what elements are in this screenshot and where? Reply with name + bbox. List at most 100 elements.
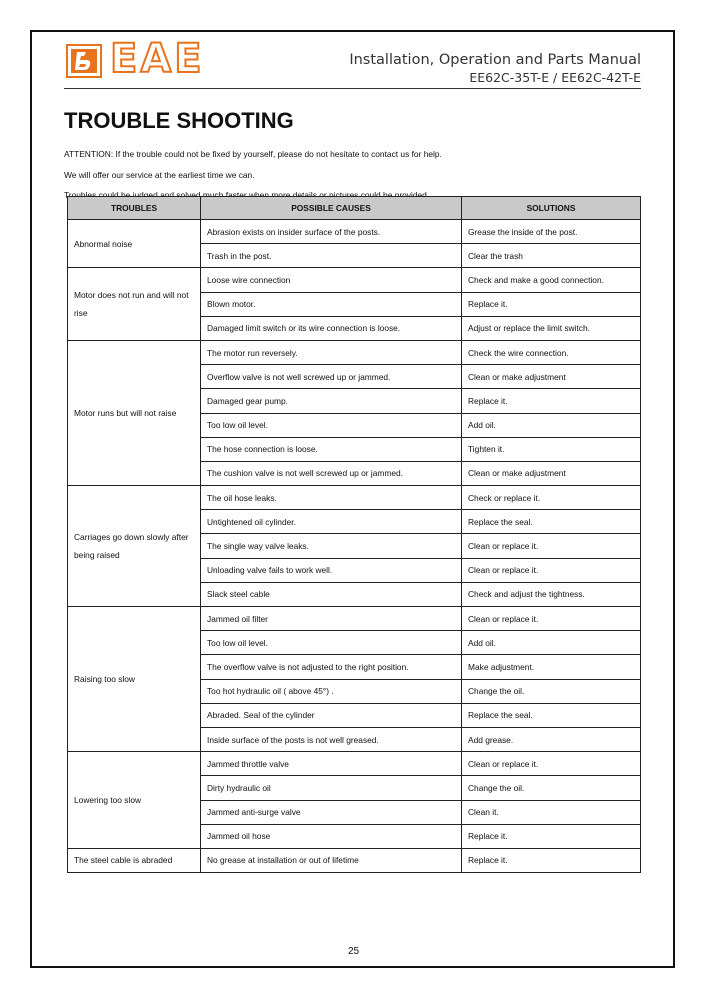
table-row: Damaged gear pump. Replace it. [68, 388, 641, 414]
cause-cell: Too hot hydraulic oil ( above 45°) . [200, 678, 462, 704]
trouble-cell: Motor does not run and will not rise [67, 267, 201, 341]
solution-cell: Clean or replace it. [461, 533, 641, 559]
logo-text: EAE [109, 35, 205, 83]
cause-cell: Jammed anti-surge valve [200, 799, 462, 825]
trouble-cell: The steel cable is abraded [67, 847, 201, 874]
cause-cell: Abraded. Seal of the cylinder [200, 702, 462, 728]
model-numbers: EE62C-35T-E / EE62C-42T-E [469, 70, 641, 85]
solution-cell: Check and adjust the tightness. [461, 581, 641, 608]
cause-cell: Blown motor. [200, 291, 462, 317]
solution-cell: Make adjustment. [461, 654, 641, 680]
column-header: SOLUTIONS [461, 196, 641, 220]
cause-cell: Jammed throttle valve [200, 751, 462, 777]
page-border [30, 30, 675, 968]
header-rule [64, 88, 641, 89]
intro-line: ATTENTION: If the trouble could not be f… [64, 149, 442, 159]
intro: ATTENTION: If the trouble could not be f… [64, 144, 442, 206]
solution-cell: Replace it. [461, 823, 641, 849]
table-row: The steel cable is abraded No grease at i… [67, 847, 641, 874]
cause-cell: Unloading valve fails to work well. [200, 557, 462, 583]
cause-cell: Damaged gear pump. [200, 388, 462, 414]
logo-icon [66, 44, 102, 78]
table-row: Damaged limit switch or its wire connect… [68, 315, 641, 341]
cause-cell: Jammed oil hose [200, 823, 462, 849]
trouble-table: TROUBLES POSSIBLE CAUSES SOLUTIONS Abnormal… [67, 196, 641, 874]
table-row: Carriages go down slowly after being rai… [67, 485, 641, 607]
cause-cell: Too low oil level. [200, 630, 462, 656]
cause-cell: Trash in the post. [200, 243, 462, 269]
cause-cell: The motor run reversely. [200, 339, 462, 366]
solution-cell: Add grease. [461, 726, 641, 753]
cause-cell: Slack steel cable [200, 581, 462, 608]
solution-cell: Change the oil. [461, 678, 641, 704]
page-number: 25 [347, 946, 360, 957]
table-row: Too low oil level. Add oil. [68, 412, 641, 438]
cause-cell: Loose wire connection [200, 267, 462, 293]
solution-cell: Check or replace it. [461, 485, 641, 511]
solution-cell: Change the oil. [461, 775, 641, 801]
cause-cell: No grease at installation or out of life… [200, 847, 462, 874]
column-header: POSSIBLE CAUSES [200, 196, 462, 220]
table-row: Motor does not run and will not rise Loos… [67, 267, 641, 341]
table-row: The hose connection is loose. Tighten it. [68, 436, 641, 462]
solution-cell: Replace the seal. [461, 702, 641, 728]
solution-cell: Add oil. [461, 412, 641, 438]
table-row: Unloading valve fails to work well. Clean… [68, 557, 641, 583]
cause-cell: The hose connection is loose. [200, 436, 462, 462]
cause-cell: Inside surface of the posts is not well … [200, 726, 462, 753]
solution-cell: Clear the trash [461, 243, 641, 269]
section-title: TROUBLE SHOOTING [64, 108, 294, 133]
table-row: The overflow valve is not adjusted to th… [68, 654, 641, 680]
table-row: Motor runs but will not raise The motor r… [67, 339, 641, 487]
table-row: Untightened oil cylinder. Replace the sea… [68, 509, 641, 535]
table-row: Raising too slow Jammed oil filter Clean o… [67, 605, 641, 753]
column-header: TROUBLES [67, 196, 201, 220]
table-row: Abnormal noise Abrasion exists on insider… [67, 218, 641, 269]
table-row: The cushion valve is not well screwed up… [68, 460, 641, 487]
table-row: Lowering too slow Jammed throttle valve Cl… [67, 751, 641, 849]
solution-cell: Tighten it. [461, 436, 641, 462]
intro-line: We will offer our service at the earlies… [64, 169, 255, 180]
table-row: Jammed anti-surge valve Clean it. [68, 799, 641, 825]
trouble-cell: Raising too slow [67, 605, 201, 753]
intro-line: Troubles could be judged and solved much… [64, 190, 430, 200]
solution-cell: Replace it. [461, 388, 641, 414]
solution-cell: Replace it. [461, 291, 641, 317]
cause-cell: Too low oil level. [200, 412, 462, 438]
cause-cell: Abrasion exists on insider surface of th… [200, 218, 462, 245]
cause-cell: The overflow valve is not adjusted to th… [200, 654, 462, 680]
solution-cell: Clean or replace it. [461, 557, 641, 583]
solution-cell: Clean or make adjustment [461, 460, 641, 487]
trouble-cell: Carriages go down slowly after being rai… [67, 485, 201, 607]
trouble-cell: Motor runs but will not raise [67, 339, 201, 487]
manual-title: Installation, Operation and Parts Manual [349, 52, 641, 68]
cause-cell: The cushion valve is not well screwed up… [200, 460, 462, 487]
solution-cell: Replace the seal. [461, 509, 641, 535]
cause-cell: The single way valve leaks. [200, 533, 462, 559]
table-row: Abraded. Seal of the cylinder Replace the… [68, 702, 641, 728]
solution-cell: Clean or make adjustment [461, 364, 641, 390]
header-row: TROUBLES POSSIBLE CAUSES SOLUTIONS [67, 196, 641, 220]
solution-cell: Clean or replace it. [461, 751, 641, 777]
solution-cell: Check and make a good connection. [461, 267, 641, 293]
cause-cell: Untightened oil cylinder. [200, 509, 462, 535]
solution-cell: Adjust or replace the limit switch. [461, 315, 641, 341]
cause-cell: Jammed oil filter [200, 605, 462, 632]
solution-cell: Grease the inside of the post. [461, 218, 641, 245]
solution-cell: Clean or replace it. [461, 605, 641, 632]
cause-cell: Overflow valve is not well screwed up or… [200, 364, 462, 390]
cause-cell: Damaged limit switch or its wire connect… [200, 315, 462, 341]
table-row: Slack steel cable Check and adjust the ti… [68, 581, 641, 608]
solution-cell: Check the wire connection. [461, 339, 641, 366]
solution-cell: Clean it. [461, 799, 641, 825]
trouble-cell: Lowering too slow [67, 751, 201, 849]
solution-cell: Add oil. [461, 630, 641, 656]
table-row: Jammed oil hose Replace it. [68, 823, 641, 849]
cause-cell: The oil hose leaks. [200, 485, 462, 511]
trouble-cell: Abnormal noise [67, 218, 201, 269]
cause-cell: Dirty hydraulic oil [200, 775, 462, 801]
table-row: Trash in the post. Clear the trash [68, 243, 641, 269]
table-row: Too hot hydraulic oil ( above 45°) . Chan… [68, 678, 641, 704]
table-row: Overflow valve is not well screwed up or… [68, 364, 641, 390]
